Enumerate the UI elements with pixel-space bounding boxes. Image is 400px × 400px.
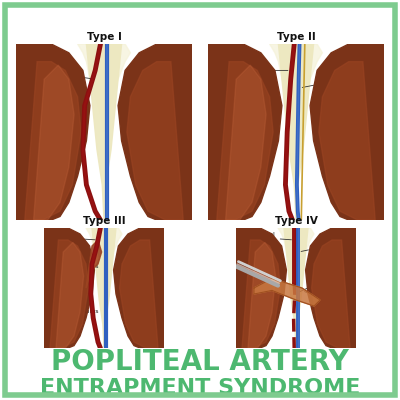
Text: Medial head
of gastrocnemius
muscle: Medial head of gastrocnemius muscle (16, 141, 70, 162)
Polygon shape (114, 228, 164, 348)
Text: Popliteal
artery: Popliteal artery (248, 232, 292, 243)
Text: Popliteal
vein: Popliteal vein (302, 74, 358, 88)
Polygon shape (310, 44, 384, 220)
Polygon shape (127, 62, 183, 220)
Polygon shape (319, 62, 375, 220)
Text: Popliteal
artery: Popliteal artery (217, 65, 288, 76)
Polygon shape (78, 44, 130, 132)
Polygon shape (34, 65, 74, 220)
Text: Accessory slip
of gastrocnemius
muscle: Accessory slip of gastrocnemius muscle (44, 258, 98, 275)
Text: POPLITEAL ARTERY: POPLITEAL ARTERY (51, 348, 349, 376)
Polygon shape (236, 228, 286, 348)
Polygon shape (226, 65, 266, 220)
Polygon shape (50, 240, 88, 348)
Polygon shape (278, 44, 314, 220)
Polygon shape (248, 242, 276, 348)
Polygon shape (86, 44, 122, 220)
Title: Type IV: Type IV (274, 216, 318, 226)
Polygon shape (118, 44, 192, 220)
Polygon shape (86, 240, 102, 288)
Polygon shape (56, 242, 84, 348)
Polygon shape (86, 228, 122, 288)
Polygon shape (44, 228, 94, 348)
Polygon shape (16, 44, 90, 220)
Polygon shape (120, 240, 158, 348)
Title: Type I: Type I (86, 32, 122, 42)
Text: Popliteus
muscle: Popliteus muscle (304, 292, 342, 308)
Text: Popliteal
vein: Popliteal vein (301, 240, 341, 252)
Polygon shape (92, 228, 116, 348)
Polygon shape (90, 246, 98, 282)
Polygon shape (254, 278, 320, 306)
Text: Medial head
of gastrocnemius
muscle: Medial head of gastrocnemius muscle (44, 304, 98, 320)
Title: Type II: Type II (277, 32, 315, 42)
Polygon shape (284, 228, 308, 348)
Polygon shape (312, 240, 350, 348)
Polygon shape (270, 44, 322, 132)
Polygon shape (306, 228, 356, 348)
Text: ENTRAPMENT SYNDROME: ENTRAPMENT SYNDROME (40, 378, 360, 398)
Text: Compressed
popliteal
artery: Compressed popliteal artery (297, 268, 353, 293)
Polygon shape (25, 62, 81, 220)
Polygon shape (217, 62, 273, 220)
Polygon shape (242, 240, 280, 348)
Polygon shape (208, 44, 282, 220)
Polygon shape (278, 228, 314, 288)
Text: Popliteal
artery: Popliteal artery (20, 65, 92, 79)
Title: Type III: Type III (83, 216, 125, 226)
Text: Popliteal
artery: Popliteal artery (46, 232, 95, 243)
